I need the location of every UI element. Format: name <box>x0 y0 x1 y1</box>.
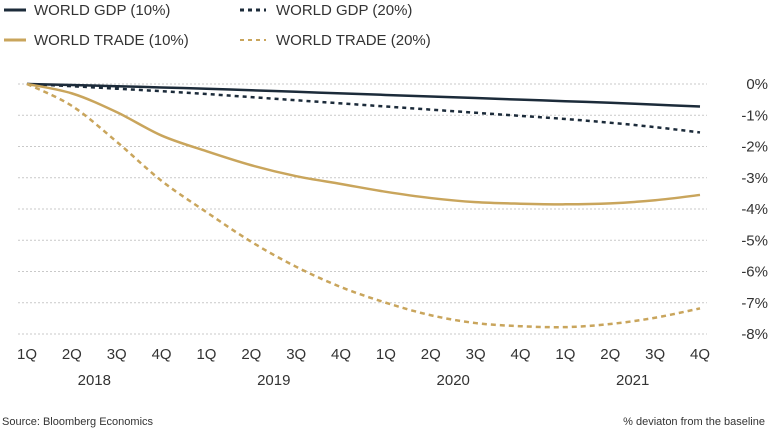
x-tick-label: 2Q <box>421 346 441 363</box>
y-tick-label: -7% <box>741 295 768 312</box>
y-tick-label: -6% <box>741 264 768 281</box>
x-axis-years: 2018 2019 2020 2021 <box>78 372 650 389</box>
x-tick-label: 3Q <box>107 346 127 363</box>
y-tick-label: -2% <box>741 139 768 156</box>
series-line-world-gdp-20 <box>26 82 701 134</box>
x-tick-label: 4Q <box>690 346 710 363</box>
y-axis-ticks: 0% -1% -2% -3% -4% -5% -6% -7% -8% <box>741 76 768 343</box>
x-tick-label: 2Q <box>241 346 261 363</box>
x-tick-label: 1Q <box>17 346 37 363</box>
x-tick-label: 3Q <box>286 346 306 363</box>
y-tick-label: -3% <box>741 170 768 187</box>
x-tick-label: 3Q <box>466 346 486 363</box>
series-line-world-trade-20 <box>26 82 701 329</box>
x-tick-label: 4Q <box>511 346 531 363</box>
legend-label-world-gdp-10: WORLD GDP (10%) <box>34 2 170 19</box>
y-tick-label: 0% <box>746 76 768 93</box>
y-tick-label: -8% <box>741 326 768 343</box>
legend: WORLD GDP (10%) WORLD GDP (20%) WORLD TR… <box>4 2 431 49</box>
year-label: 2021 <box>616 372 649 389</box>
year-label: 2018 <box>78 372 111 389</box>
year-label: 2019 <box>257 372 290 389</box>
y-tick-label: -5% <box>741 232 768 249</box>
x-tick-label: 3Q <box>645 346 665 363</box>
source-note: Source: Bloomberg Economics <box>2 416 154 428</box>
x-tick-label: 1Q <box>196 346 216 363</box>
legend-label-world-gdp-20: WORLD GDP (20%) <box>276 2 412 19</box>
series-line-world-trade-10 <box>26 82 701 206</box>
x-tick-label: 1Q <box>376 346 396 363</box>
year-label: 2020 <box>437 372 470 389</box>
axis-unit-note: % deviaton from the baseline <box>623 416 765 428</box>
series-lines <box>26 82 701 329</box>
x-tick-label: 2Q <box>600 346 620 363</box>
series-line-world-gdp-10 <box>26 82 701 108</box>
y-tick-label: -4% <box>741 201 768 218</box>
x-tick-label: 1Q <box>555 346 575 363</box>
x-tick-label: 2Q <box>62 346 82 363</box>
legend-label-world-trade-10: WORLD TRADE (10%) <box>34 32 189 49</box>
x-tick-label: 4Q <box>152 346 172 363</box>
x-axis-ticks: 1Q 2Q 3Q 4Q 1Q 2Q 3Q 4Q 1Q 2Q 3Q 4Q 1Q 2Q 3Q 4Q <box>17 346 710 363</box>
x-tick-label: 4Q <box>331 346 351 363</box>
y-tick-label: -1% <box>741 107 768 124</box>
gridlines <box>18 83 707 335</box>
legend-label-world-trade-20: WORLD TRADE (20%) <box>276 32 431 49</box>
